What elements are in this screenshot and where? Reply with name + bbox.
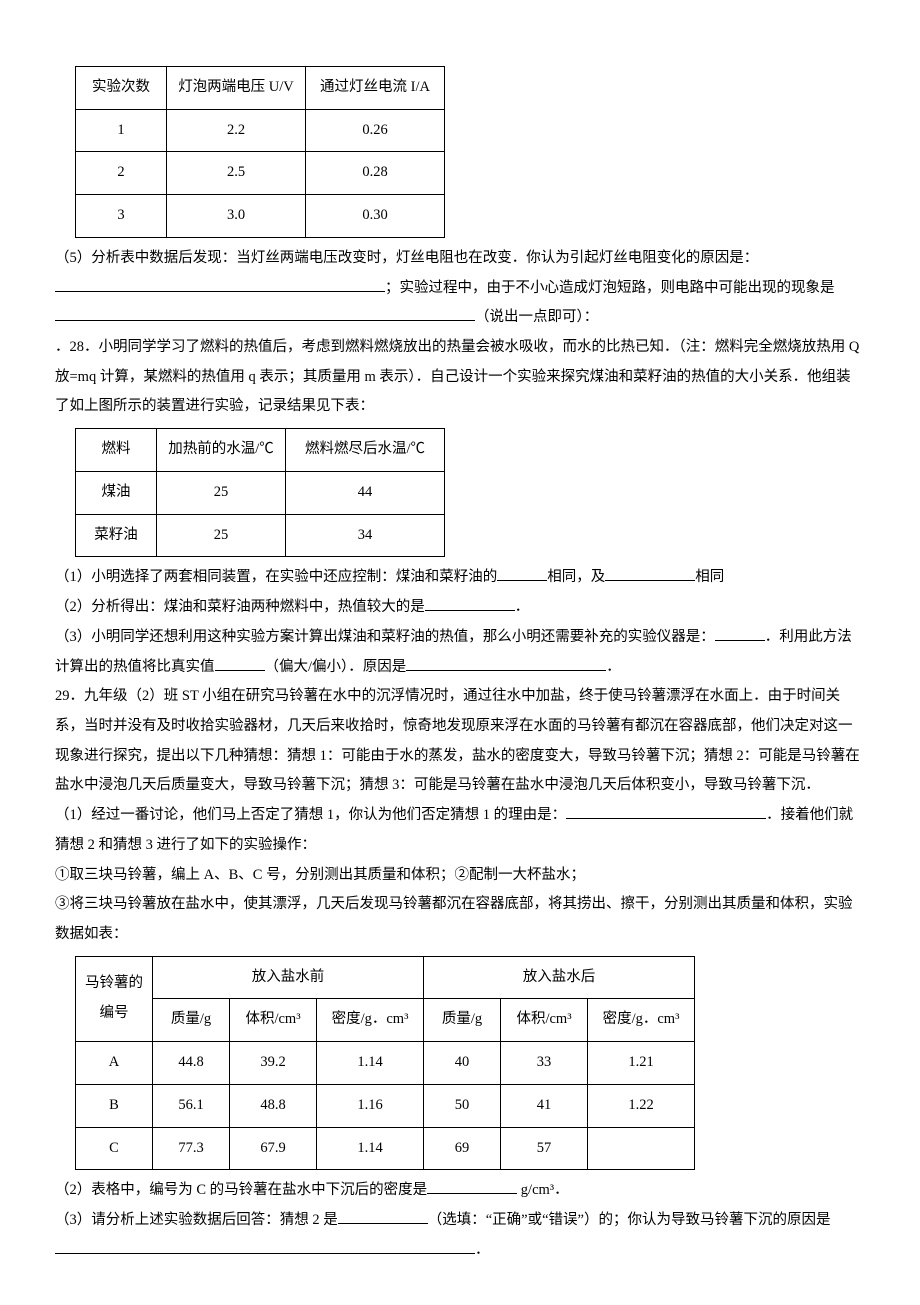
blank-q29-3b	[55, 1238, 475, 1254]
t3-sh1: 体积/cm³	[230, 999, 317, 1042]
t3-r0c1: 44.8	[153, 1042, 230, 1085]
blank-q28-1a	[497, 566, 547, 582]
t3-group-before: 放入盐水前	[153, 956, 424, 999]
question-29-3: （3）请分析上述实验数据后回答：猜想 2 是 （选填：“正确”或“错误”）的；你认…	[55, 1206, 865, 1265]
t2-r1c0: 菜籽油	[76, 514, 157, 557]
q28-3d: ．	[606, 659, 621, 675]
blank-q5-reason	[55, 276, 385, 292]
q29-step3: ③将三块马铃薯放在盐水中，使其漂浮，几天后发现马铃薯都沉在容器底部，将其捞出、擦…	[55, 890, 865, 949]
q29-1a: （1）经过一番讨论，他们马上否定了猜想 1，你认为他们否定猜想 1 的理由是：	[55, 807, 566, 823]
blank-q29-2	[427, 1179, 517, 1195]
q29-2a: （2）表格中，编号为 C 的马铃薯在盐水中下沉后的密度是	[55, 1182, 427, 1198]
q28-3a: （3）小明同学还想利用这种实验方案计算出煤油和菜籽油的热值，那么小明还需要补充的…	[55, 629, 715, 645]
q5-part-b: ；实验过程中，由于不小心造成灯泡短路，则电路中可能出现的现象是	[385, 280, 835, 296]
q29-3c: ．	[475, 1242, 490, 1258]
t3-r1c6: 1.22	[588, 1084, 695, 1127]
blank-q29-3a	[338, 1209, 428, 1225]
blank-q28-3c	[406, 655, 606, 671]
t1-h1: 灯泡两端电压 U/V	[167, 67, 306, 110]
question-28-1: （1）小明选择了两套相同装置，在实验中还应控制：煤油和菜籽油的 相同，及 相同	[55, 563, 865, 593]
question-28-intro: ．28．小明同学学习了燃料的热值后，考虑到燃料燃烧放出的热量会被水吸收，而水的比…	[55, 333, 865, 422]
t3-r1c4: 50	[424, 1084, 501, 1127]
q28-2a: （2）分析得出：煤油和菜籽油两种燃料中，热值较大的是	[55, 599, 425, 615]
t2-r0c2: 44	[286, 471, 445, 514]
t3-group-after: 放入盐水后	[424, 956, 695, 999]
q29-2b: g/cm³．	[517, 1182, 568, 1198]
t3-r0c5: 33	[501, 1042, 588, 1085]
t1-r0c2: 0.26	[306, 109, 445, 152]
t2-r1c2: 34	[286, 514, 445, 557]
q28-1c: 相同	[695, 569, 724, 585]
table-potato: 马铃薯的编号 放入盐水前 放入盐水后 质量/g 体积/cm³ 密度/g．cm³ …	[75, 956, 695, 1171]
q29-3a: （3）请分析上述实验数据后回答：猜想 2 是	[55, 1212, 338, 1228]
q29-3b: （选填：“正确”或“错误”）的；你认为导致马铃薯下沉的原因是	[428, 1212, 831, 1228]
question-29-intro: 29．九年级（2）班 ST 小组在研究马铃薯在水中的沉浮情况时，通过往水中加盐，…	[55, 682, 865, 801]
table-fuel: 燃料 加热前的水温/℃ 燃料燃尽后水温/℃ 煤油 25 44 菜籽油 25 34	[75, 428, 445, 557]
t2-h0: 燃料	[76, 429, 157, 472]
t2-h1: 加热前的水温/℃	[157, 429, 286, 472]
t1-h2: 通过灯丝电流 I/A	[306, 67, 445, 110]
t1-r0c1: 2.2	[167, 109, 306, 152]
question-28-2: （2）分析得出：煤油和菜籽油两种燃料中，热值较大的是 ．	[55, 593, 865, 623]
blank-q28-3b	[215, 655, 265, 671]
t3-r2c3: 1.14	[317, 1127, 424, 1170]
t2-h2: 燃料燃尽后水温/℃	[286, 429, 445, 472]
q5-part-c: （说出一点即可）：	[475, 309, 598, 325]
t3-r0c3: 1.14	[317, 1042, 424, 1085]
t3-r2c6	[588, 1127, 695, 1170]
t3-sh2: 密度/g．cm³	[317, 999, 424, 1042]
question-29-2: （2）表格中，编号为 C 的马铃薯在盐水中下沉后的密度是 g/cm³．	[55, 1176, 865, 1206]
t3-r0c2: 39.2	[230, 1042, 317, 1085]
t3-topleft: 马铃薯的编号	[76, 956, 153, 1041]
t2-r0c0: 煤油	[76, 471, 157, 514]
t3-r1c0: B	[76, 1084, 153, 1127]
t3-r1c3: 1.16	[317, 1084, 424, 1127]
t1-r1c0: 2	[76, 152, 167, 195]
t3-r0c4: 40	[424, 1042, 501, 1085]
q28-1b: 相同，及	[547, 569, 605, 585]
t1-r2c1: 3.0	[167, 195, 306, 238]
q5-part-a: （5）分析表中数据后发现：当灯丝两端电压改变时，灯丝电阻也在改变．你认为引起灯丝…	[55, 250, 758, 266]
t1-r1c1: 2.5	[167, 152, 306, 195]
t3-r2c4: 69	[424, 1127, 501, 1170]
t1-r0c0: 1	[76, 109, 167, 152]
t3-r2c0: C	[76, 1127, 153, 1170]
q28-2b: ．	[515, 599, 530, 615]
t3-r1c5: 41	[501, 1084, 588, 1127]
t1-h0: 实验次数	[76, 67, 167, 110]
t3-sh5: 密度/g．cm³	[588, 999, 695, 1042]
t3-sh3: 质量/g	[424, 999, 501, 1042]
t3-sh0: 质量/g	[153, 999, 230, 1042]
table-experiment-1: 实验次数 灯泡两端电压 U/V 通过灯丝电流 I/A 1 2.2 0.26 2 …	[75, 66, 445, 238]
t3-sh4: 体积/cm³	[501, 999, 588, 1042]
t3-r2c1: 77.3	[153, 1127, 230, 1170]
q28-3c: （偏大/偏小）．原因是	[265, 659, 407, 675]
t1-r2c0: 3	[76, 195, 167, 238]
blank-q29-1	[566, 804, 766, 820]
question-28-3: （3）小明同学还想利用这种实验方案计算出煤油和菜籽油的热值，那么小明还需要补充的…	[55, 623, 865, 682]
question-5-text: （5）分析表中数据后发现：当灯丝两端电压改变时，灯丝电阻也在改变．你认为引起灯丝…	[55, 244, 865, 333]
t1-r1c2: 0.28	[306, 152, 445, 195]
blank-q28-3a	[715, 625, 765, 641]
t2-r0c1: 25	[157, 471, 286, 514]
t1-r2c2: 0.30	[306, 195, 445, 238]
t3-r2c5: 57	[501, 1127, 588, 1170]
question-29-1: （1）经过一番讨论，他们马上否定了猜想 1，你认为他们否定猜想 1 的理由是：．…	[55, 801, 865, 860]
blank-q5-phenomenon	[55, 306, 475, 322]
blank-q28-2	[425, 596, 515, 612]
t3-r1c2: 48.8	[230, 1084, 317, 1127]
t3-r2c2: 67.9	[230, 1127, 317, 1170]
blank-q28-1b	[605, 566, 695, 582]
q28-1a: （1）小明选择了两套相同装置，在实验中还应控制：煤油和菜籽油的	[55, 569, 497, 585]
t3-r0c0: A	[76, 1042, 153, 1085]
q29-step1: ①取三块马铃薯，编上 A、B、C 号，分别测出其质量和体积；②配制一大杯盐水；	[55, 861, 865, 891]
t3-r1c1: 56.1	[153, 1084, 230, 1127]
t2-r1c1: 25	[157, 514, 286, 557]
t3-r0c6: 1.21	[588, 1042, 695, 1085]
